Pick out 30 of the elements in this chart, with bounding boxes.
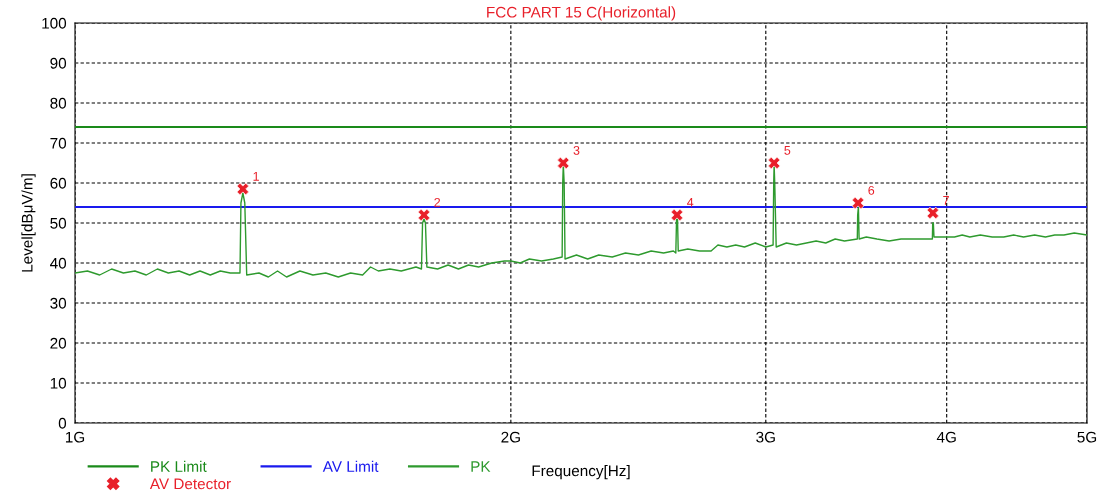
legend-label: PK Limit	[151, 460, 207, 472]
y-axis-title: Level[dBμV/m]	[21, 174, 36, 272]
y-tick-label: 20	[50, 337, 67, 349]
chart-title: FCC PART 15 C(Horizontal)	[487, 6, 676, 21]
x-axis-title: Frequency[Hz]	[532, 465, 630, 480]
y-tick-label: 10	[50, 377, 67, 389]
x-tick-label: 4G	[936, 431, 956, 443]
y-tick-label: 60	[50, 177, 67, 189]
y-tick-label: 40	[50, 257, 67, 269]
y-tick-label: 0	[58, 417, 67, 429]
annotation: 3	[573, 145, 580, 155]
x-tick-label: 2G	[501, 431, 520, 443]
y-tick-label: 100	[42, 17, 67, 29]
y-tick-label: 70	[50, 137, 67, 149]
annotation: 5	[784, 146, 791, 155]
annotation: 4	[687, 198, 694, 207]
y-tick-label: 30	[50, 297, 67, 309]
x-tick-label: 3G	[756, 431, 775, 443]
y-tick-label: 80	[50, 97, 67, 109]
annotation: 6	[868, 185, 875, 195]
x-tick-label: 1G	[65, 431, 85, 443]
legend-label: PK	[471, 461, 491, 472]
annotation: 2	[434, 197, 441, 207]
legend-label: AV Detector	[149, 478, 231, 490]
annotation: 7	[943, 196, 949, 205]
y-tick-label: 90	[50, 57, 67, 69]
legend-label: AV Limit	[322, 460, 379, 472]
y-tick-label: 50	[50, 217, 67, 229]
annotation: 1	[253, 172, 259, 181]
x-tick-label: 5G	[1077, 431, 1097, 443]
